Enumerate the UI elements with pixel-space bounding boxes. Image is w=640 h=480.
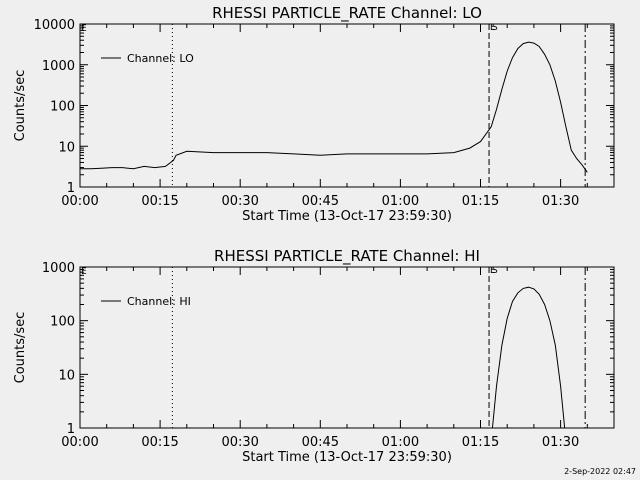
marker-label-e: E [81,24,87,34]
plot-frame [79,23,615,188]
x-axis-label: Start Time (13-Oct-17 23:59:30) [242,450,452,465]
chart-title: RHESSI PARTICLE_RATE Channel: HI [214,247,480,266]
legend-label: Channel: HI [127,295,191,308]
x-tick-label: 01:30 [542,194,579,209]
marker-label-s: S [492,266,498,276]
y-axis-label: Counts/sec [13,70,28,142]
series-line [80,41,588,173]
y-tick-label: 10 [58,368,75,383]
x-tick-label: 00:45 [302,194,339,209]
x-tick-label: 01:00 [382,194,419,209]
marker-label-e: E [490,266,496,276]
y-tick-label: 10 [58,140,75,155]
x-tick-label: 00:30 [221,194,258,209]
x-tick-label: 00:00 [61,194,98,209]
y-tick-label: 1 [67,181,75,196]
series-line [491,286,566,428]
y-tick-label: 100 [50,315,75,330]
y-tick-label: 100 [50,100,75,115]
x-tick-label: 00:30 [221,435,258,450]
x-tick-label: 01:00 [382,435,419,450]
x-tick-label: 00:00 [61,435,98,450]
y-tick-label: 10000 [34,18,75,33]
x-tick-label: 01:15 [462,194,499,209]
y-axis-label: Counts/sec [13,312,28,384]
y-tick-label: 1000 [42,59,75,74]
x-axis-label: Start Time (13-Oct-17 23:59:30) [242,209,452,224]
y-tick-label: 1 [67,422,75,437]
x-tick-label: 01:15 [462,435,499,450]
footer-date: 2-Sep-2022 02:47 [564,467,636,476]
x-tick-label: 00:45 [302,435,339,450]
x-tick-label: 01:30 [542,435,579,450]
marker-label-s: S [492,23,498,33]
chart-title: RHESSI PARTICLE_RATE Channel: LO [212,4,482,23]
x-tick-label: 00:15 [141,435,178,450]
marker-label-e: E [81,267,87,277]
y-tick-label: 1000 [42,261,75,276]
plot-frame [79,266,615,429]
x-tick-label: 00:15 [141,194,178,209]
legend-label: Channel: LO [127,52,194,65]
marker-label-e: E [490,23,496,33]
